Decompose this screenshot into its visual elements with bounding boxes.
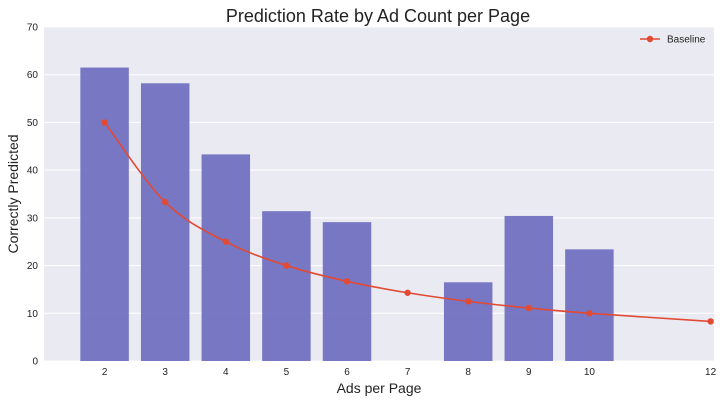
- y-axis-ticks: 0 10 20 30 40 50 60 70: [27, 23, 39, 368]
- y-tick-label: 60: [27, 70, 39, 81]
- x-tick-label: 7: [405, 367, 411, 378]
- legend-marker-icon: [646, 35, 654, 43]
- x-axis-label: Ads per Page: [337, 380, 422, 396]
- bar-10: [565, 249, 614, 361]
- baseline-point-4: [222, 238, 229, 245]
- bars: [80, 67, 614, 362]
- y-tick-label: 70: [27, 23, 39, 34]
- y-tick-label: 40: [27, 166, 39, 177]
- baseline-point-6: [343, 278, 351, 285]
- chart-title: Prediction Rate by Ad Count per Page: [226, 6, 530, 26]
- y-tick-label: 20: [27, 261, 39, 272]
- y-tick-label: 50: [27, 118, 39, 129]
- bar-3: [140, 83, 190, 361]
- x-tick-label: 6: [344, 367, 350, 378]
- x-tick-label: 5: [284, 367, 290, 378]
- baseline-series: [101, 119, 714, 325]
- bar-9: [504, 215, 554, 361]
- legend-label-baseline: Baseline: [667, 35, 706, 46]
- bar-5: [262, 211, 311, 361]
- bar-6: [322, 222, 372, 361]
- baseline-point-10: [586, 310, 593, 317]
- x-tick-label: 3: [162, 367, 168, 378]
- y-axis-label: Correctly Predicted: [5, 134, 21, 253]
- y-tick-label: 10: [27, 309, 39, 320]
- baseline-line: [103, 121, 711, 323]
- x-tick-label: 9: [526, 367, 532, 378]
- bar-4: [201, 154, 251, 361]
- x-tick-label: 4: [223, 367, 229, 378]
- bar-8: [443, 282, 493, 361]
- y-tick-label: 0: [32, 357, 38, 368]
- baseline-point-5: [283, 262, 290, 269]
- x-axis-ticks: 2 3 4 5 6 7 8 9 10 12: [102, 367, 717, 378]
- y-tick-label: 30: [27, 213, 39, 224]
- x-tick-label: 12: [705, 367, 717, 378]
- baseline-point-8: [465, 298, 472, 305]
- baseline-point-2: [101, 119, 108, 126]
- legend: Baseline: [640, 35, 706, 46]
- bar-2: [80, 67, 129, 362]
- x-tick-label: 2: [102, 367, 108, 378]
- baseline-point-7: [404, 289, 411, 296]
- x-tick-label: 8: [465, 367, 471, 378]
- x-tick-label: 10: [584, 367, 596, 378]
- baseline-point-3: [162, 198, 169, 206]
- baseline-point-12: [707, 318, 714, 325]
- baseline-point-9: [525, 304, 532, 312]
